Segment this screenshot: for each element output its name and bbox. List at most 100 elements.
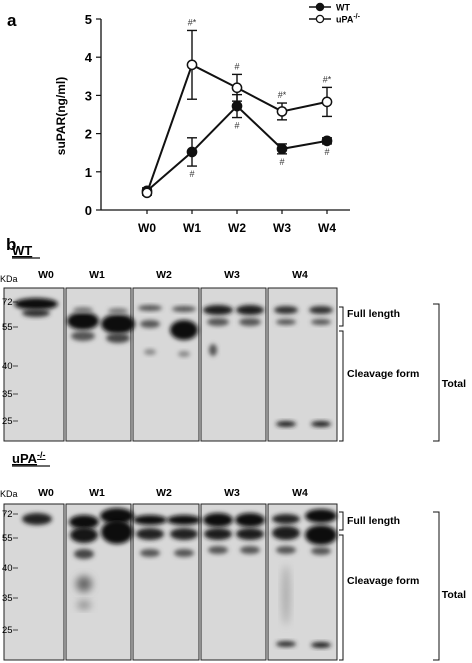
full-length-bracket <box>339 511 344 531</box>
blot-band <box>77 601 91 609</box>
y-tick-label: 4 <box>85 50 93 65</box>
blot-band <box>140 320 160 328</box>
band-label-full: Full length <box>347 308 400 320</box>
blot-band <box>274 306 298 314</box>
blot-band <box>272 526 300 540</box>
cleavage-bracket <box>339 330 344 442</box>
data-point <box>231 82 243 94</box>
blot-band <box>101 520 133 544</box>
legend-marker <box>315 14 325 24</box>
data-point <box>321 96 333 108</box>
significance-mark: # <box>324 147 329 157</box>
blot-1: uPA-/- KDa W0 W1 W2 W3 W4 72 55 40 35 25 Full length… <box>0 450 466 661</box>
blot-band <box>207 318 229 326</box>
blot-frame <box>200 503 267 661</box>
data-point <box>186 59 198 71</box>
legend-label: uPA-/- <box>336 14 361 25</box>
y-tick-label: 1 <box>85 165 92 180</box>
series-1: #* # #* #* <box>141 17 333 199</box>
lane-label: W3 <box>224 487 240 499</box>
blot-frame <box>3 503 65 661</box>
blot-band <box>73 307 93 313</box>
lane-label: W0 <box>38 269 54 281</box>
blot-band <box>203 305 233 315</box>
blot-band <box>144 349 156 355</box>
significance-mark: # <box>234 121 239 131</box>
data-point <box>231 100 243 112</box>
lane-label: W3 <box>224 269 240 281</box>
blot-band <box>67 312 99 330</box>
band-label-full: Full length <box>347 515 400 527</box>
blot-band <box>276 641 296 647</box>
blot-band <box>70 527 98 543</box>
series-0: # # # # <box>141 93 333 197</box>
blot-band <box>311 642 331 648</box>
x-tick-label: W1 <box>183 221 201 235</box>
kda-marker-label: 55 <box>2 322 13 333</box>
lane-label: W4 <box>292 269 308 281</box>
blot-band <box>167 515 201 525</box>
y-axis-label: suPAR(ng/ml) <box>54 77 68 155</box>
blot-band <box>178 351 190 357</box>
genotype-label-sup: -/- <box>37 450 46 460</box>
data-point <box>141 187 153 199</box>
blot-band <box>208 546 228 554</box>
kda-label: KDa <box>0 274 18 284</box>
blot-band <box>170 320 198 340</box>
y-tick-label: 0 <box>85 203 92 218</box>
blot-band <box>240 546 260 554</box>
total-label: Total <box>442 589 466 601</box>
legend-label-sup: -/- <box>353 14 360 21</box>
blot-band <box>276 421 296 427</box>
kda-marker-label: 35 <box>2 389 13 400</box>
blot-band <box>170 528 198 540</box>
blot-band <box>106 333 130 343</box>
blot-band <box>309 306 333 314</box>
y-tick-label: 5 <box>85 12 92 27</box>
blot-band <box>14 298 58 310</box>
band-label-cleavage: Cleavage form <box>347 575 419 587</box>
blot-band <box>100 508 134 524</box>
kda-marker-label: 72 <box>2 297 13 308</box>
blot-band <box>76 576 92 592</box>
blot-band <box>282 565 290 625</box>
kda-marker-label: 40 <box>2 563 13 574</box>
kda-marker-label: 55 <box>2 533 13 544</box>
blot-frame <box>132 287 200 442</box>
significance-mark: # <box>234 61 239 71</box>
x-tick-label: W4 <box>318 221 336 235</box>
data-point <box>276 143 288 155</box>
western-blots: WT KDa W0 W1 W2 W3 W4 72 55 40 35 25 Full length Clea… <box>0 243 466 661</box>
blot-band <box>69 515 99 529</box>
legend-label: WT <box>336 3 350 13</box>
legend-marker <box>315 2 325 12</box>
blot-band <box>305 509 337 523</box>
blot-band <box>138 305 162 311</box>
kda-marker-label: 25 <box>2 416 13 427</box>
lane-label: W4 <box>292 487 308 499</box>
blot-band <box>235 513 265 527</box>
blot-band <box>74 549 94 559</box>
kda-marker-label: 35 <box>2 593 13 604</box>
lane-label: W0 <box>38 487 54 499</box>
total-bracket <box>433 303 440 442</box>
blot-band <box>174 549 194 557</box>
y-tick-label: 2 <box>85 127 92 142</box>
panel-b-label: b <box>6 235 16 254</box>
blot-band <box>209 344 217 356</box>
blot-band <box>22 513 52 525</box>
blot-band <box>108 308 128 314</box>
lane-label: W1 <box>89 487 105 499</box>
genotype-label: WT <box>12 243 32 258</box>
panel-a-label: a <box>7 11 17 30</box>
blot-band <box>276 546 296 554</box>
blot-band <box>311 421 331 427</box>
blot-band <box>236 305 264 315</box>
blot-frame <box>132 503 200 661</box>
blot-band <box>101 314 135 334</box>
blot-band <box>203 513 233 527</box>
blot-band <box>236 528 264 540</box>
significance-mark: # <box>279 157 284 167</box>
